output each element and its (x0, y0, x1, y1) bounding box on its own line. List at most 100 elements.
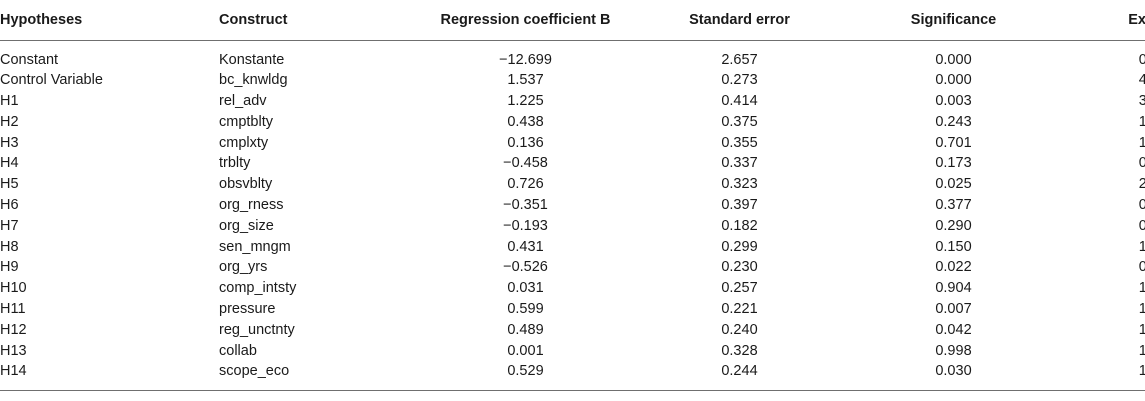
table-row: H5 obsvblty 0.726 0.323 0.025 2.066 (0, 174, 1145, 195)
cell-construct: cmplxty (219, 134, 269, 151)
table-row: H12 reg_unctnty 0.489 0.240 0.042 1.630 (0, 320, 1145, 341)
cell-significance: 0.022 (935, 259, 972, 276)
cell-regression-coefficient: 0.529 (507, 363, 544, 380)
cell-standard-error: 0.273 (721, 72, 758, 89)
cell-construct: trblty (219, 155, 251, 172)
cell-exp-b: 4.649 (1138, 72, 1145, 89)
cell-significance: 0.003 (935, 93, 972, 110)
cell-construct: org_rness (219, 197, 284, 214)
table-row: H9 org_yrs −0.526 0.230 0.022 0.591 (0, 257, 1145, 278)
table-row: H11 pressure 0.599 0.221 0.007 1.820 (0, 299, 1145, 320)
cell-exp-b: 0.704 (1138, 197, 1145, 214)
cell-hypothesis: H9 (0, 259, 19, 276)
table-row: H1 rel_adv 1.225 0.414 0.003 3.405 (0, 91, 1145, 112)
cell-construct: cmptblty (219, 113, 273, 130)
table-row: H7 org_size −0.193 0.182 0.290 0.825 (0, 216, 1145, 237)
cell-exp-b: 1.146 (1138, 134, 1145, 151)
cell-regression-coefficient: −0.193 (503, 217, 548, 234)
cell-standard-error: 0.221 (721, 301, 758, 318)
table-header: Hypotheses Construct Regression coeffici… (0, 0, 1145, 41)
cell-significance: 0.904 (935, 280, 972, 297)
table-row: H14 scope_eco 0.529 0.244 0.030 1.698 (0, 361, 1145, 390)
cell-hypothesis: H12 (0, 321, 27, 338)
cell-significance: 0.998 (935, 342, 972, 359)
cell-exp-b: 1.698 (1138, 363, 1145, 380)
cell-significance: 0.377 (935, 197, 972, 214)
cell-significance: 0.290 (935, 217, 972, 234)
cell-construct: comp_intsty (219, 280, 297, 297)
cell-hypothesis: H2 (0, 113, 19, 130)
cell-regression-coefficient: 0.136 (507, 134, 544, 151)
header-standard-error: Standard error (630, 0, 849, 41)
cell-exp-b: 0.632 (1138, 155, 1145, 172)
cell-construct: org_size (219, 217, 274, 234)
cell-construct: collab (219, 342, 257, 359)
cell-standard-error: 0.397 (721, 197, 758, 214)
cell-significance: 0.030 (935, 363, 972, 380)
cell-regression-coefficient: 0.599 (507, 301, 544, 318)
cell-significance: 0.025 (935, 176, 972, 193)
cell-significance: 0.243 (935, 113, 972, 130)
cell-significance: 0.042 (935, 321, 972, 338)
cell-construct: sen_mngm (219, 238, 291, 255)
cell-regression-coefficient: −0.458 (503, 155, 548, 172)
cell-significance: 0.173 (935, 155, 972, 172)
cell-exp-b: 1.630 (1138, 321, 1145, 338)
cell-regression-coefficient: −0.526 (503, 259, 548, 276)
table-row: H4 trblty −0.458 0.337 0.173 0.632 (0, 153, 1145, 174)
cell-hypothesis: H6 (0, 197, 19, 214)
cell-construct: org_yrs (219, 259, 268, 276)
cell-standard-error: 0.257 (721, 280, 758, 297)
cell-construct: pressure (219, 301, 276, 318)
cell-regression-coefficient: −0.351 (503, 197, 548, 214)
cell-hypothesis: Control Variable (0, 72, 103, 89)
cell-regression-coefficient: 1.225 (507, 93, 544, 110)
table-row: H3 cmplxty 0.136 0.355 0.701 1.146 (0, 133, 1145, 154)
cell-regression-coefficient: 1.537 (507, 72, 544, 89)
cell-standard-error: 0.355 (721, 134, 758, 151)
cell-hypothesis: H4 (0, 155, 19, 172)
table-row: H2 cmptblty 0.438 0.375 0.243 1.550 (0, 112, 1145, 133)
header-exp-b: Exp(B) (1058, 0, 1145, 41)
table-row: H10 comp_intsty 0.031 0.257 0.904 1.032 (0, 278, 1145, 299)
cell-exp-b: 0.825 (1138, 217, 1145, 234)
table-row: H13 collab 0.001 0.328 0.998 1.001 (0, 341, 1145, 362)
table-row: Constant Konstante −12.699 2.657 0.000 0.000 (0, 40, 1145, 70)
cell-standard-error: 0.299 (721, 238, 758, 255)
cell-construct: obsvblty (219, 176, 273, 193)
table-row: Control Variable bc_knwldg 1.537 0.273 0.000… (0, 70, 1145, 91)
cell-construct: rel_adv (219, 93, 267, 110)
cell-exp-b: 0.000 (1138, 51, 1145, 68)
cell-exp-b: 1.538 (1138, 238, 1145, 255)
cell-hypothesis: H14 (0, 363, 27, 380)
cell-standard-error: 0.182 (721, 217, 758, 234)
cell-standard-error: 0.375 (721, 113, 758, 130)
header-regression-coefficient: Regression coefficient B (421, 0, 630, 41)
cell-standard-error: 0.323 (721, 176, 758, 193)
cell-significance: 0.150 (935, 238, 972, 255)
cell-significance: 0.000 (935, 51, 972, 68)
cell-regression-coefficient: 0.438 (507, 113, 544, 130)
cell-hypothesis: H10 (0, 280, 27, 297)
header-hypotheses: Hypotheses (0, 0, 207, 41)
cell-regression-coefficient: 0.431 (507, 238, 544, 255)
cell-significance: 0.701 (935, 134, 972, 151)
header-row: Hypotheses Construct Regression coeffici… (0, 0, 1145, 41)
cell-standard-error: 0.414 (721, 93, 758, 110)
cell-regression-coefficient: 0.001 (507, 342, 544, 359)
cell-hypothesis: H11 (0, 301, 26, 318)
cell-hypothesis: H1 (0, 93, 19, 110)
header-construct: Construct (207, 0, 421, 41)
cell-construct: reg_unctnty (219, 321, 295, 338)
header-significance: Significance (849, 0, 1058, 41)
cell-exp-b: 1.550 (1138, 113, 1145, 130)
cell-exp-b: 1.001 (1138, 342, 1145, 359)
cell-construct: bc_knwldg (219, 72, 288, 89)
cell-hypothesis: Constant (0, 51, 59, 68)
cell-hypothesis: H3 (0, 134, 19, 151)
cell-standard-error: 0.240 (721, 321, 758, 338)
cell-hypothesis: H5 (0, 176, 19, 193)
cell-exp-b: 1.032 (1138, 280, 1145, 297)
cell-significance: 0.007 (935, 301, 972, 318)
